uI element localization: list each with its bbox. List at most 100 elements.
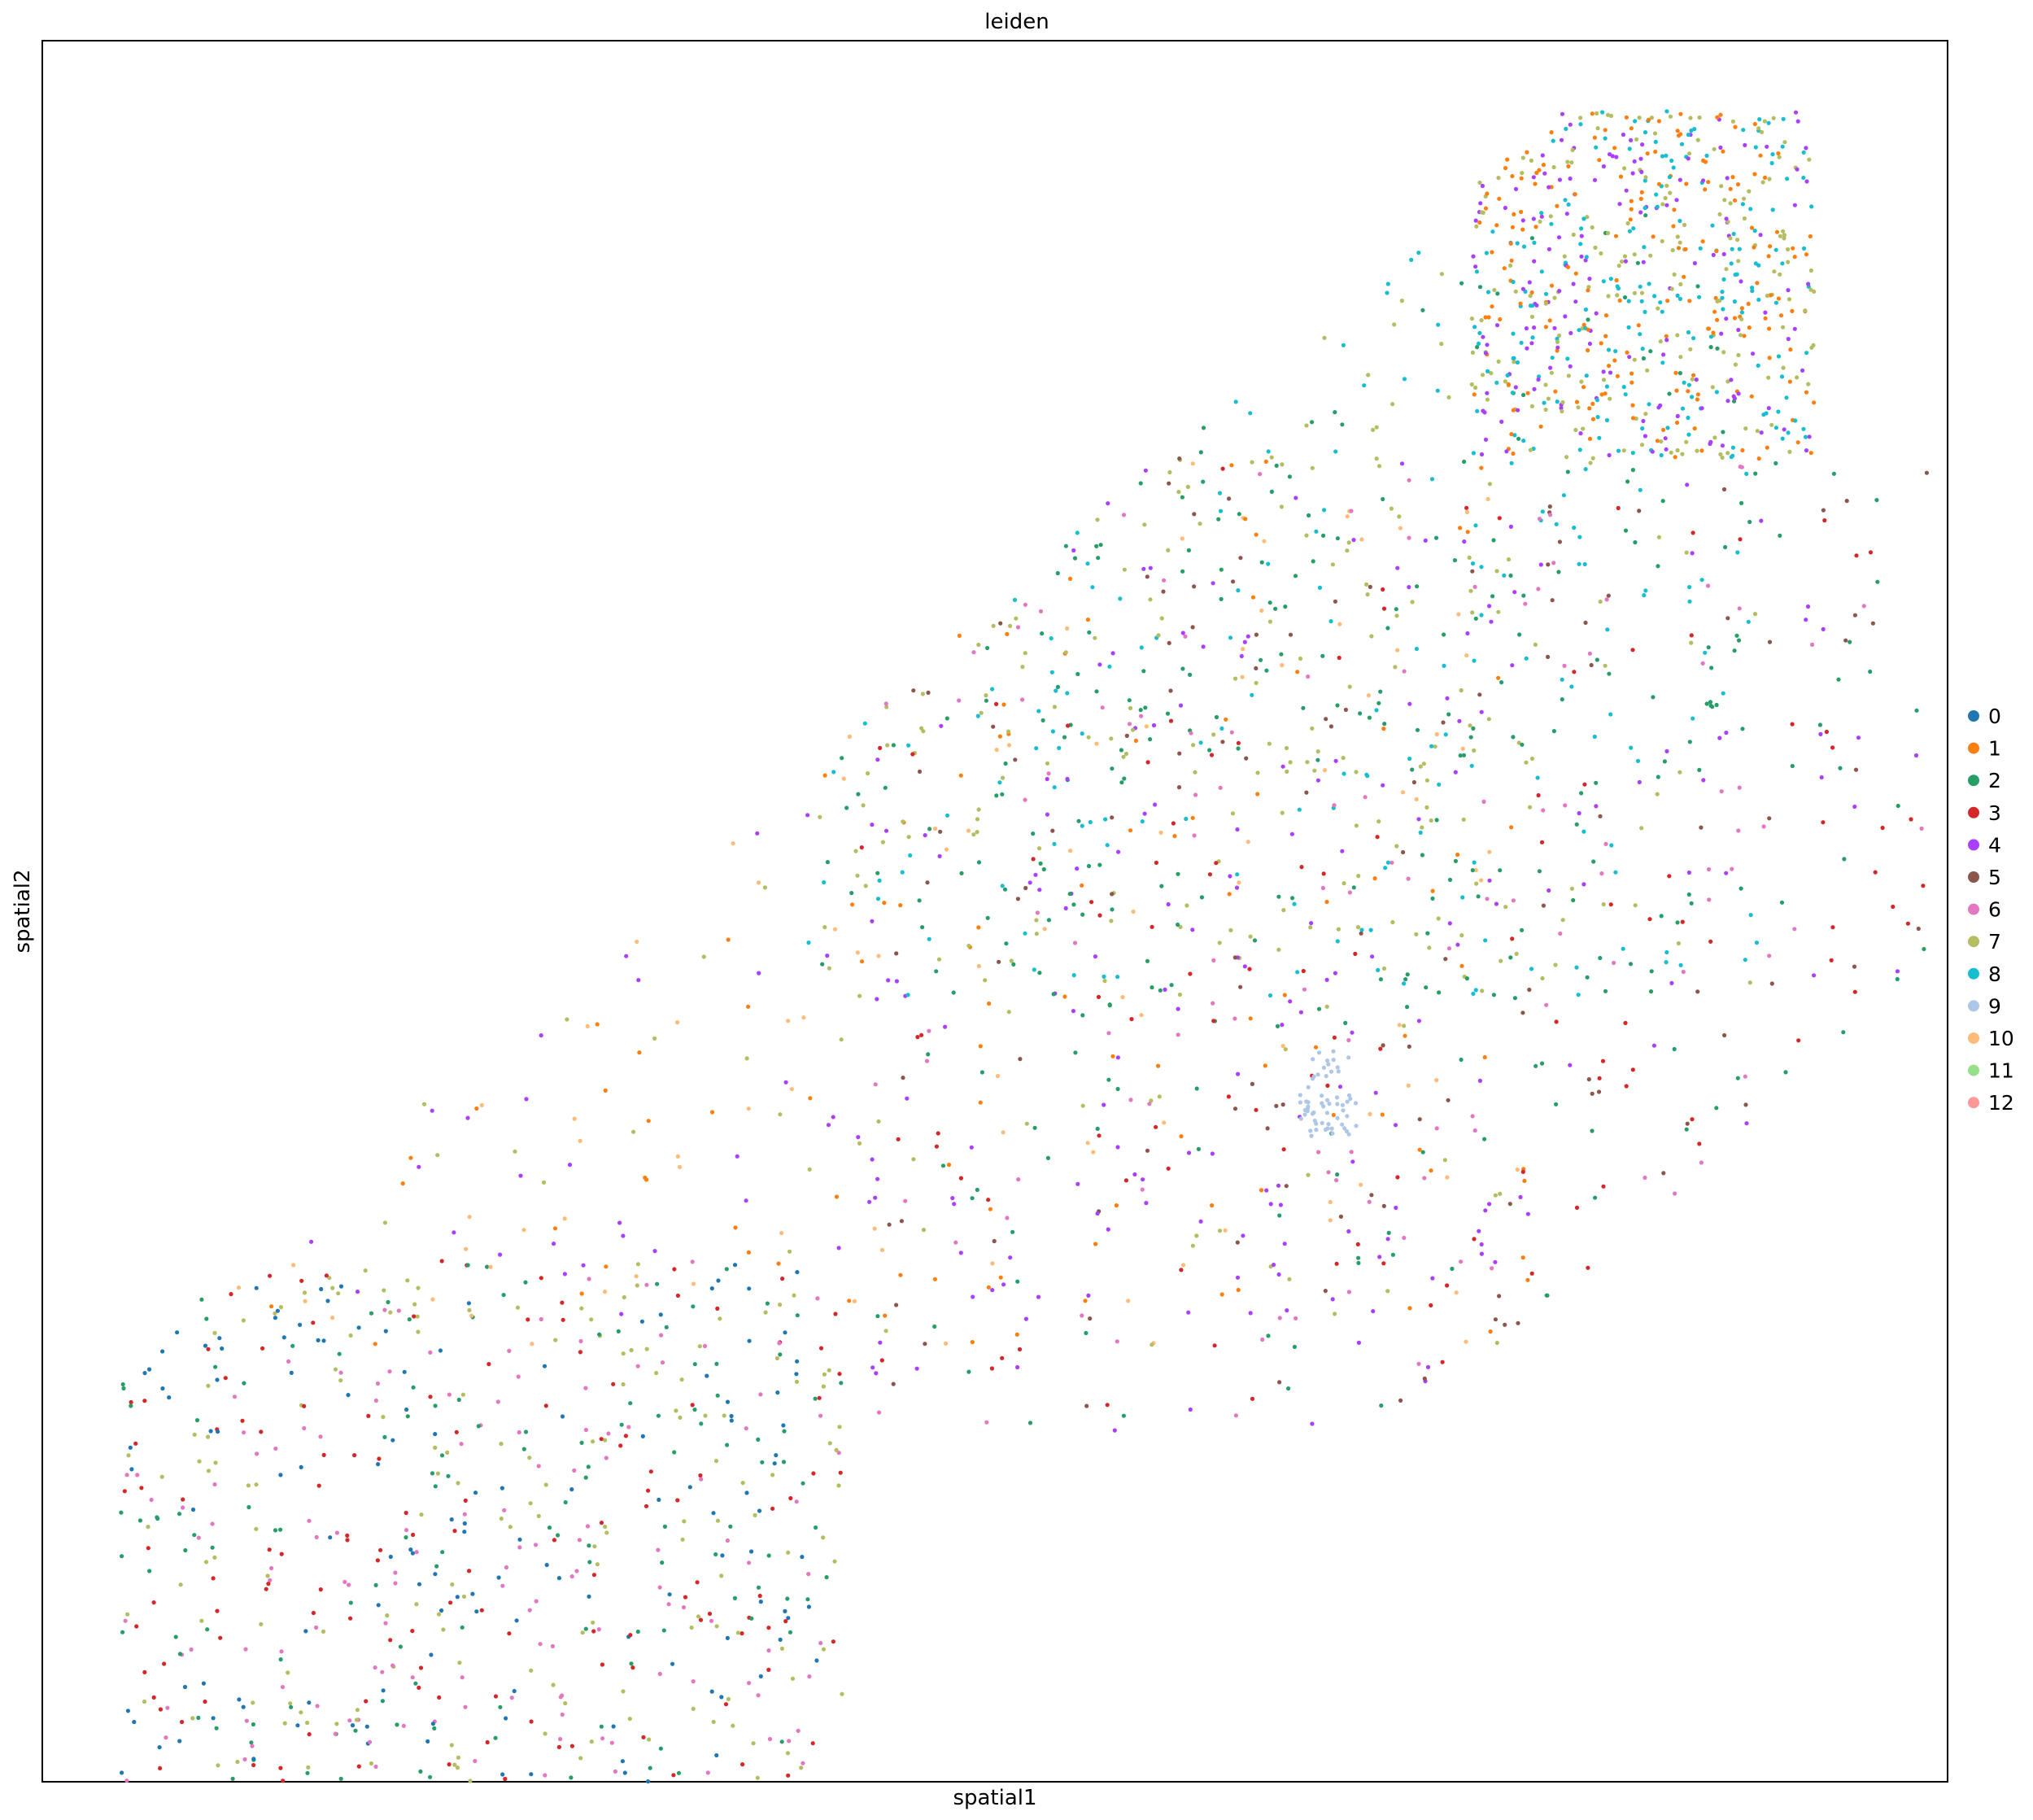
point-cluster-4 (1186, 1310, 1191, 1315)
point-cluster-4 (1637, 779, 1642, 785)
point-cluster-1 (976, 925, 981, 930)
point-cluster-2 (1672, 1046, 1677, 1052)
point-cluster-2 (1662, 759, 1667, 764)
point-cluster-9 (1345, 1114, 1350, 1119)
point-cluster-8 (1633, 119, 1638, 124)
point-cluster-5 (1088, 1316, 1093, 1321)
point-cluster-7 (1564, 455, 1569, 460)
point-cluster-7 (1036, 846, 1042, 851)
point-cluster-8 (1090, 585, 1095, 590)
point-cluster-4 (836, 1246, 841, 1250)
point-cluster-0 (512, 1688, 517, 1694)
point-cluster-7 (679, 1377, 684, 1382)
point-cluster-4 (1242, 964, 1247, 969)
point-cluster-8 (1801, 426, 1806, 431)
point-cluster-2 (599, 1724, 604, 1729)
point-cluster-10 (1280, 1044, 1285, 1049)
point-cluster-9 (1328, 1069, 1334, 1074)
point-cluster-4 (1656, 405, 1661, 410)
point-cluster-3 (158, 1707, 163, 1712)
point-cluster-3 (934, 1144, 939, 1149)
point-cluster-7 (701, 954, 706, 959)
point-cluster-6 (1551, 561, 1556, 565)
point-cluster-8 (1385, 860, 1390, 865)
point-cluster-2 (1367, 715, 1372, 720)
point-cluster-4 (1513, 385, 1518, 390)
point-cluster-0 (474, 1609, 479, 1614)
point-cluster-7 (1514, 951, 1519, 956)
point-cluster-1 (988, 1207, 993, 1211)
point-cluster-3 (378, 1547, 383, 1552)
point-cluster-3 (1097, 913, 1102, 918)
point-cluster-7 (206, 1434, 211, 1439)
point-cluster-2 (691, 1304, 696, 1309)
point-cluster-4 (1493, 1259, 1498, 1264)
point-cluster-7 (1315, 749, 1320, 754)
point-cluster-2 (587, 1560, 592, 1565)
point-cluster-8 (1664, 960, 1669, 965)
point-cluster-3 (1353, 951, 1358, 956)
point-cluster-2 (1446, 712, 1451, 717)
point-cluster-6 (1612, 960, 1616, 966)
point-cluster-7 (1374, 425, 1379, 430)
point-cluster-3 (818, 1346, 824, 1351)
point-cluster-6 (794, 1499, 799, 1504)
point-cluster-5 (1546, 654, 1551, 660)
point-cluster-8 (1691, 336, 1696, 341)
point-cluster-7 (1397, 514, 1402, 519)
point-cluster-2 (1259, 560, 1264, 565)
point-cluster-2 (1831, 471, 1836, 476)
point-cluster-8 (1720, 295, 1725, 300)
point-cluster-6 (1320, 885, 1325, 891)
point-cluster-1 (1651, 234, 1656, 239)
point-cluster-1 (1534, 170, 1539, 176)
point-cluster-4 (1276, 1272, 1281, 1277)
point-cluster-8 (1368, 927, 1373, 932)
point-cluster-4 (870, 919, 875, 923)
point-cluster-7 (1507, 263, 1513, 268)
point-cluster-3 (543, 1403, 548, 1408)
point-cluster-6 (315, 1704, 320, 1709)
point-cluster-7 (691, 1706, 696, 1711)
point-cluster-6 (517, 1545, 522, 1550)
point-cluster-2 (1868, 669, 1873, 674)
point-cluster-10 (675, 1154, 681, 1159)
point-cluster-7 (1686, 151, 1692, 156)
point-cluster-7 (1769, 422, 1774, 427)
point-cluster-7 (1312, 768, 1317, 773)
point-cluster-7 (1543, 382, 1548, 387)
point-cluster-8 (1561, 493, 1566, 498)
point-cluster-4 (621, 1233, 626, 1238)
point-cluster-5 (1192, 512, 1197, 517)
point-cluster-3 (788, 1495, 793, 1501)
point-cluster-1 (1133, 738, 1138, 744)
point-cluster-3 (1381, 606, 1387, 611)
point-cluster-7 (603, 1438, 608, 1442)
point-cluster-3 (410, 1629, 415, 1634)
point-cluster-7 (1433, 744, 1437, 749)
point-cluster-0 (211, 1716, 216, 1721)
point-cluster-7 (1034, 918, 1039, 923)
point-cluster-7 (1080, 1103, 1085, 1108)
point-cluster-8 (1640, 426, 1645, 431)
point-cluster-7 (1123, 751, 1129, 757)
point-cluster-8 (1729, 261, 1734, 266)
point-cluster-6 (1326, 1170, 1331, 1175)
point-cluster-10 (1479, 878, 1484, 883)
point-cluster-6 (1643, 1175, 1647, 1181)
point-cluster-7 (1622, 254, 1628, 259)
point-cluster-3 (151, 1695, 156, 1700)
point-cluster-9 (1311, 1074, 1316, 1079)
point-cluster-3 (134, 1624, 139, 1629)
point-cluster-7 (1658, 339, 1663, 344)
point-cluster-0 (646, 1779, 651, 1784)
point-cluster-7 (1287, 1277, 1292, 1281)
point-cluster-7 (787, 1249, 792, 1254)
point-cluster-2 (883, 785, 888, 790)
point-cluster-2 (1267, 600, 1272, 605)
point-cluster-7 (755, 1775, 760, 1780)
point-cluster-1 (1482, 1054, 1487, 1060)
point-cluster-7 (536, 1513, 541, 1518)
point-cluster-6 (273, 1446, 278, 1451)
point-cluster-4 (831, 1115, 835, 1119)
